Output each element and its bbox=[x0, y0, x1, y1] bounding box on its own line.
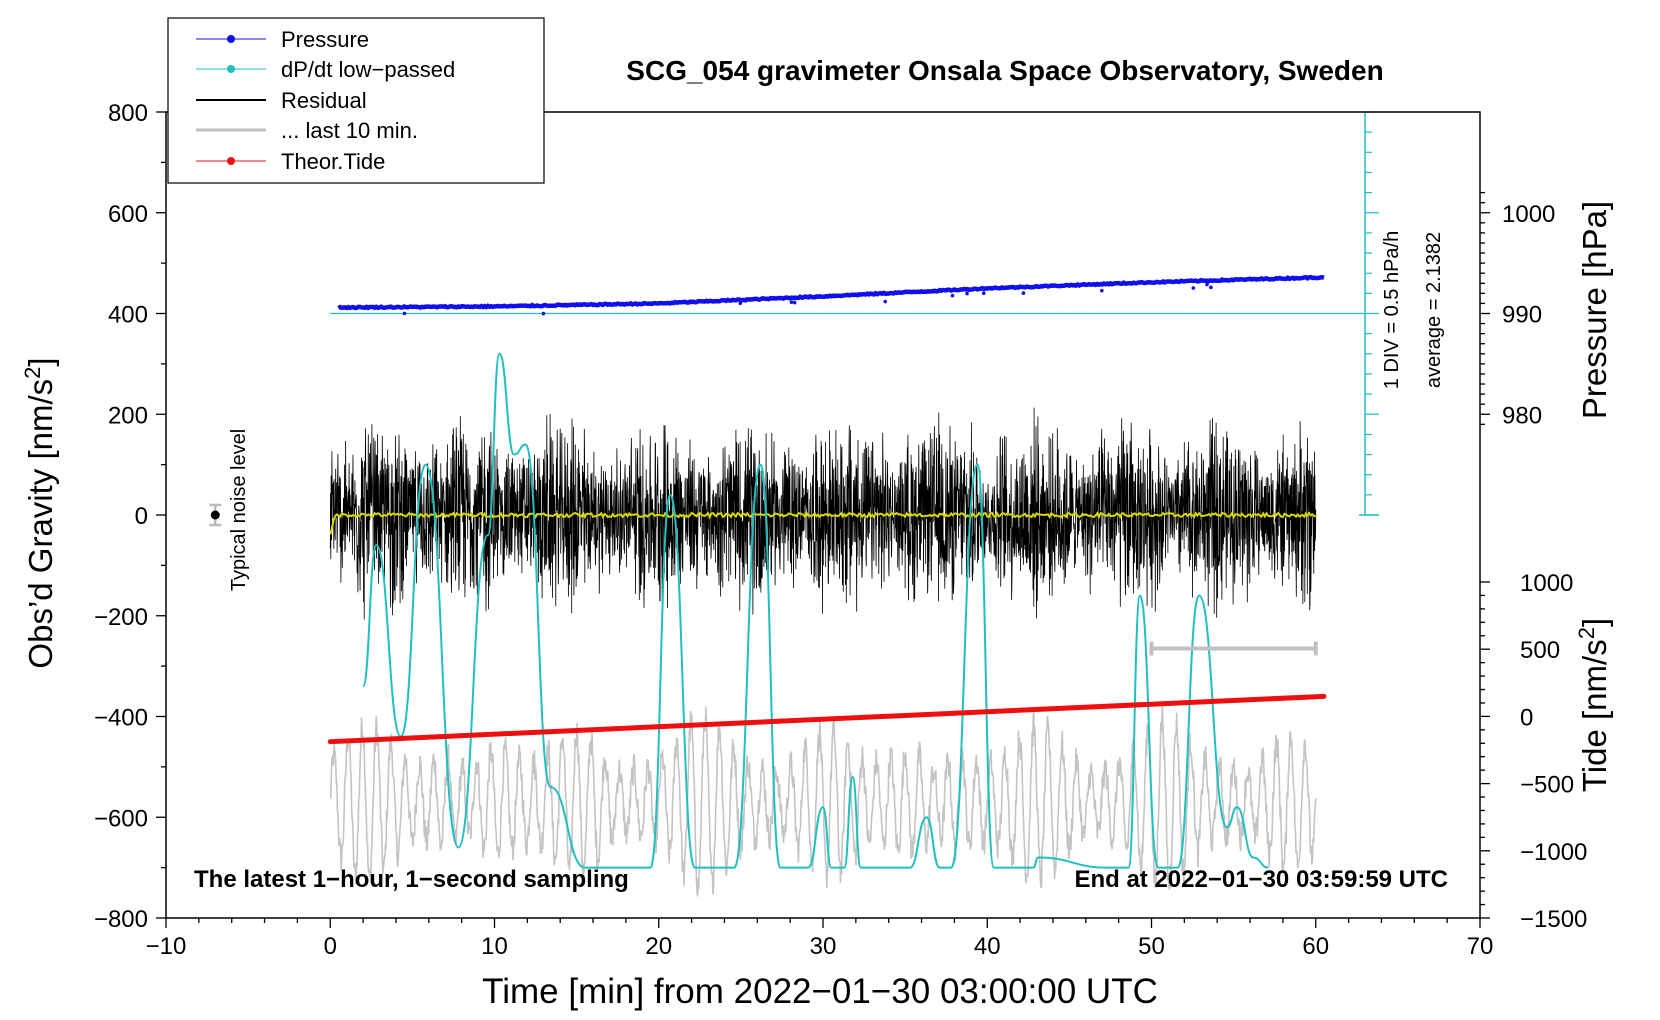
pressure-outlier-point bbox=[1191, 286, 1196, 290]
pressure-line bbox=[337, 274, 1325, 311]
legend-item-residual: Residual bbox=[196, 88, 367, 113]
x-tick-label: 40 bbox=[974, 933, 1001, 960]
legend-label-tide: Theor.Tide bbox=[281, 149, 385, 174]
legend-marker-tide bbox=[227, 157, 235, 165]
dpdt-average-label: average = 2.1382 bbox=[1423, 232, 1445, 388]
sampling-note: The latest 1−hour, 1−second sampling bbox=[194, 866, 629, 893]
legend-item-last10: ... last 10 min. bbox=[196, 118, 418, 143]
legend-marker-pressure bbox=[227, 35, 235, 43]
pressure-outlier-point bbox=[402, 311, 407, 316]
legend-label-pressure: Pressure bbox=[281, 27, 369, 52]
tide-tick-label: −500 bbox=[1520, 772, 1574, 799]
pressure-outlier-point bbox=[738, 301, 743, 306]
dpdt-div-label: 1 DIV = 0.5 hPa/h bbox=[1381, 231, 1403, 389]
pressure-outlier-point bbox=[1099, 288, 1104, 293]
legend-marker-dpdt bbox=[227, 65, 235, 73]
pressure-outlier-point bbox=[541, 311, 546, 316]
x-tick-label: −10 bbox=[146, 933, 187, 960]
pressure-tick-label: 980 bbox=[1502, 402, 1542, 429]
pressure-tick-label: 990 bbox=[1502, 302, 1542, 329]
x-tick-label: 50 bbox=[1138, 933, 1165, 960]
x-tick-label: 30 bbox=[810, 933, 837, 960]
legend-item-pressure: Pressure bbox=[196, 27, 369, 52]
residual-line bbox=[329, 407, 1317, 620]
legend-item-tide: Theor.Tide bbox=[196, 149, 385, 174]
axes: −10 0 10 20 30 40 50 60 70 800 600 400 200 0 −200 −400 −… bbox=[94, 100, 1587, 960]
tide-tick-label: 0 bbox=[1520, 704, 1533, 731]
pressure-outlier-point bbox=[1209, 285, 1213, 290]
y-tick-label: 600 bbox=[108, 201, 148, 228]
y-tick-label: −400 bbox=[94, 705, 148, 732]
end-time-note: End at 2022−01−30 03:59:59 UTC bbox=[1074, 866, 1448, 893]
x-tick-label: 70 bbox=[1467, 933, 1494, 960]
pressure-outlier-point bbox=[950, 293, 955, 298]
x-axis-label: Time [min] from 2022−01−30 03:00:00 UTC bbox=[482, 972, 1158, 1011]
y-tick-label: −600 bbox=[94, 805, 148, 832]
y-tick-label: 800 bbox=[108, 100, 148, 127]
pressure-outlier-point bbox=[883, 299, 888, 304]
dpdt-line bbox=[362, 352, 1269, 869]
pressure-outlier-point bbox=[981, 291, 986, 296]
x-tick-label: 60 bbox=[1302, 933, 1329, 960]
pressure-tick-label: 1000 bbox=[1502, 201, 1555, 228]
pressure-series bbox=[337, 274, 1325, 316]
legend-item-dpdt: dP/dt low−passed bbox=[196, 57, 455, 82]
y-tick-label: 0 bbox=[135, 503, 148, 530]
x-tick-label: 0 bbox=[324, 933, 337, 960]
theor-tide-series bbox=[327, 641, 1327, 745]
y-tick-label: 400 bbox=[108, 302, 148, 329]
mean-residual-line bbox=[329, 510, 1316, 535]
dpdt-series bbox=[330, 312, 1366, 869]
y-tick-label: 200 bbox=[108, 402, 148, 429]
noise-level-label: Typical noise level bbox=[228, 429, 250, 591]
noise-point bbox=[210, 510, 220, 520]
pressure-outlier-point bbox=[1021, 291, 1026, 295]
legend-label-last10: ... last 10 min. bbox=[281, 118, 418, 143]
tide-axis-label: Tide [nm/s2] bbox=[1574, 618, 1613, 792]
tide-line bbox=[327, 693, 1327, 745]
legend-label-residual: Residual bbox=[281, 88, 367, 113]
tide-tick-label: 500 bbox=[1520, 637, 1560, 664]
y-tick-label: −200 bbox=[94, 604, 148, 631]
mean-residual-series bbox=[329, 510, 1316, 535]
pressure-outlier-point bbox=[792, 300, 797, 305]
pressure-axis-label: Pressure [hPa] bbox=[1576, 201, 1613, 419]
residual-series bbox=[329, 407, 1317, 620]
x-tick-label: 20 bbox=[645, 933, 672, 960]
pressure-outlier-point bbox=[1205, 282, 1209, 287]
chart-title: SCG_054 gravimeter Onsala Space Observat… bbox=[626, 55, 1383, 86]
legend-label-dpdt: dP/dt low−passed bbox=[281, 57, 455, 82]
x-tick-label: 10 bbox=[481, 933, 508, 960]
noise-level-indicator bbox=[209, 503, 222, 527]
tide-tick-label: −1000 bbox=[1520, 839, 1587, 866]
tide-tick-label: −1500 bbox=[1520, 906, 1587, 933]
pressure-outlier-point bbox=[965, 291, 969, 296]
pressure-outlier-point bbox=[789, 300, 794, 304]
y-tick-label: −800 bbox=[94, 906, 148, 933]
legend: Pressure dP/dt low−passed Residual ... l… bbox=[167, 17, 545, 184]
dpdt-scale-bar bbox=[1359, 111, 1380, 516]
y-axis-label-left: Obs’d Gravity [nm/s2] bbox=[20, 357, 59, 668]
tide-tick-label: 1000 bbox=[1520, 570, 1573, 597]
